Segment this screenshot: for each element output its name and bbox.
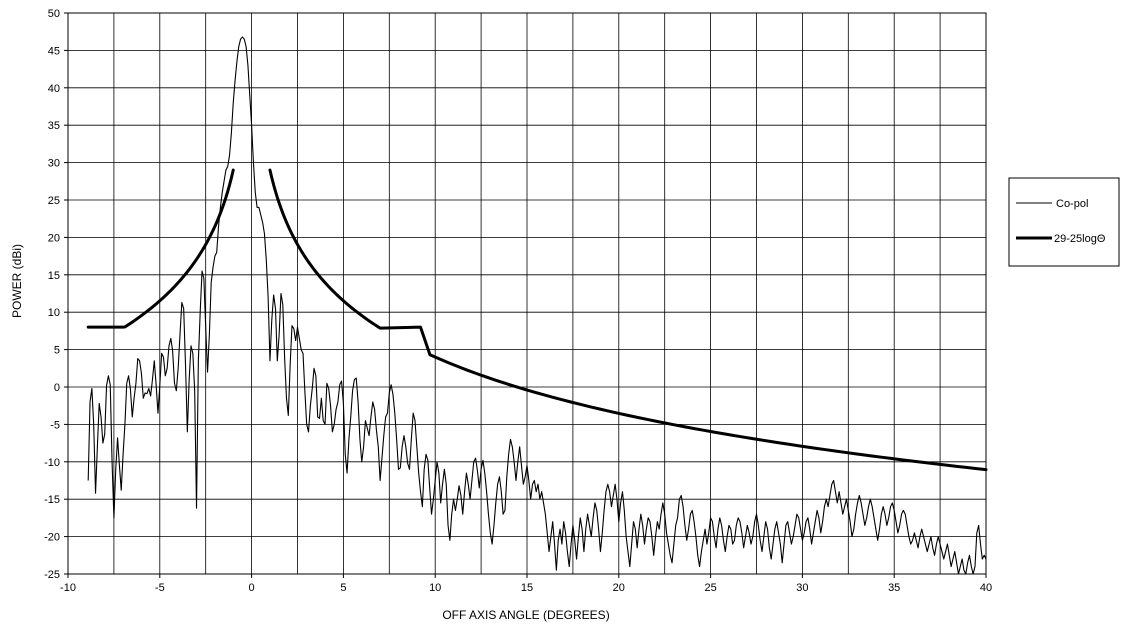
x-tick-label: 0 xyxy=(249,582,255,594)
series-layer xyxy=(86,36,988,575)
legend: Co-pol 29-25logΘ xyxy=(1008,177,1120,267)
y-axis-title: POWER (dBi) xyxy=(10,244,24,318)
x-tick-label: 30 xyxy=(796,582,808,594)
y-tick-label: 5 xyxy=(54,345,60,357)
legend-box xyxy=(1008,177,1120,267)
x-tick-label: 15 xyxy=(521,582,533,594)
x-tick-label: 40 xyxy=(980,582,992,594)
y-tick-label: 50 xyxy=(48,8,60,20)
y-tick-label: 40 xyxy=(48,83,60,95)
x-tick-label: 10 xyxy=(429,582,441,594)
tick-labels: -10 -5 0 5 10 15 20 25 30 35 40 -25 -20 -15 -10 -5 0 5 10 1… xyxy=(44,8,992,594)
series-line-mask-1 xyxy=(86,168,235,329)
y-tick-label: -10 xyxy=(44,457,60,469)
y-tick-label: 35 xyxy=(48,120,60,132)
y-tick-label: -25 xyxy=(44,569,60,581)
y-tick-label: -20 xyxy=(44,532,60,544)
x-tick-label: 25 xyxy=(704,582,716,594)
legend-label-mask: 29-25logΘ xyxy=(1054,233,1106,245)
y-tick-label: 15 xyxy=(48,270,60,282)
y-tick-label: 30 xyxy=(48,158,60,170)
x-axis-title: OFF AXIS ANGLE (DEGREES) xyxy=(442,608,609,622)
x-tick-label: -10 xyxy=(60,582,76,594)
y-tick-label: 20 xyxy=(48,232,60,244)
x-tick-label: -5 xyxy=(155,582,165,594)
y-tick-label: 25 xyxy=(48,195,60,207)
x-tick-label: 35 xyxy=(888,582,900,594)
series-line-co-pol xyxy=(87,36,987,575)
y-tick-label: -5 xyxy=(50,419,60,431)
legend-label-co-pol: Co-pol xyxy=(1056,198,1088,210)
grid xyxy=(67,12,987,575)
x-tick-label: 20 xyxy=(613,582,625,594)
y-tick-label: 45 xyxy=(48,45,60,57)
y-tick-label: -15 xyxy=(44,494,60,506)
y-tick-label: 10 xyxy=(48,307,60,319)
x-tick-label: 5 xyxy=(340,582,346,594)
y-tick-label: 0 xyxy=(54,382,60,394)
plot-frame xyxy=(67,12,987,575)
series-line-mask-2 xyxy=(268,168,988,472)
